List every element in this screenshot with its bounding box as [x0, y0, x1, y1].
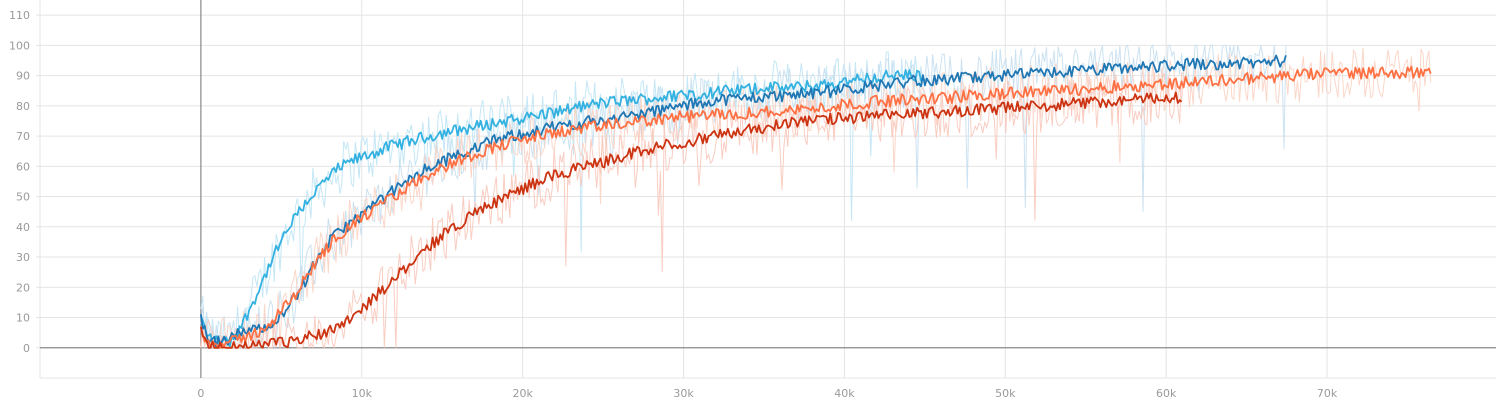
y-tick-label: 20 — [16, 281, 30, 294]
y-tick-label: 40 — [16, 221, 30, 234]
y-tick-label: 30 — [16, 251, 30, 264]
x-tick-label: 40k — [834, 387, 855, 400]
smoothed-series-layer — [200, 54, 1432, 349]
y-tick-label: 110 — [9, 9, 30, 22]
y-tick-label: 100 — [9, 39, 30, 52]
series-0-raw-line — [200, 51, 926, 348]
y-tick-label: 90 — [16, 70, 30, 83]
y-tick-label: 50 — [16, 191, 30, 204]
y-tick-label: 60 — [16, 160, 30, 173]
y-tick-label: 0 — [23, 342, 30, 355]
y-tick-label: 10 — [16, 312, 30, 325]
x-tick-label: 30k — [673, 387, 694, 400]
series-3-line — [200, 91, 1183, 349]
x-tick-label: 10k — [352, 387, 373, 400]
x-tick-label: 0 — [197, 387, 204, 400]
series-2-line — [200, 65, 1432, 349]
y-tick-label: 70 — [16, 130, 30, 143]
x-tick-label: 20k — [512, 387, 533, 400]
x-tick-label: 70k — [1317, 387, 1338, 400]
series-1-line — [200, 54, 1287, 349]
x-tick-label: 60k — [1156, 387, 1177, 400]
series-0-line — [200, 69, 926, 348]
tick-labels: 0 10 20 30 40 50 60 70 80 90 100 110 0 10k 20k 30k 40k 50… — [9, 9, 1338, 400]
x-tick-label: 50k — [995, 387, 1016, 400]
y-tick-label: 80 — [16, 100, 30, 113]
